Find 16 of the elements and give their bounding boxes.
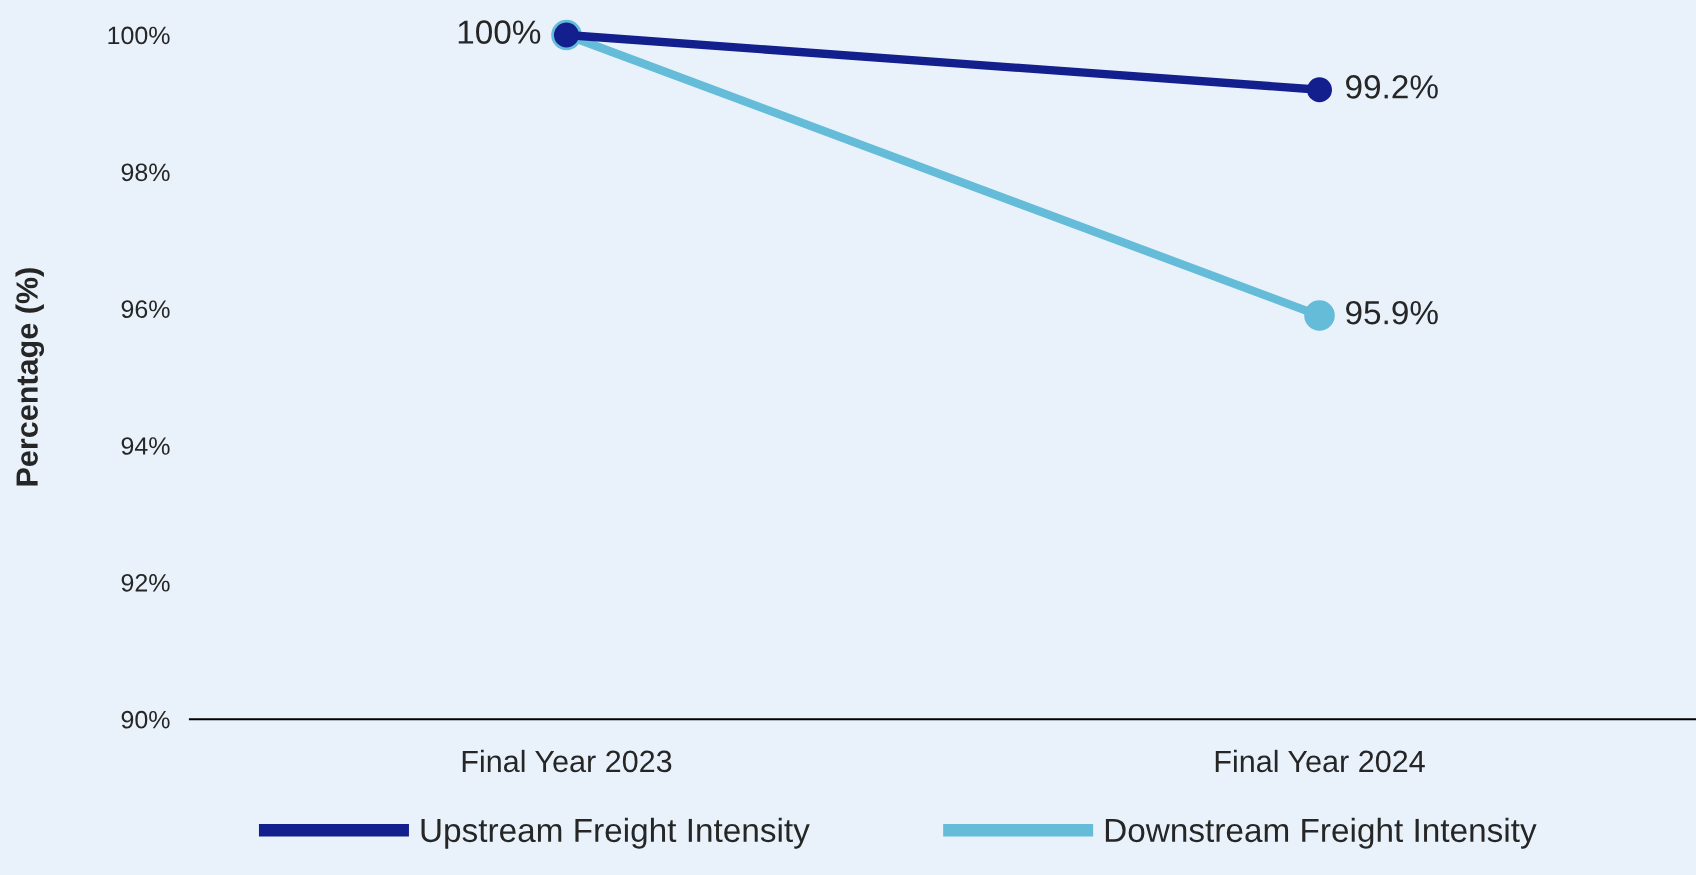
y-tick-label: 90%	[121, 710, 170, 729]
data-label: 99.2%	[1346, 75, 1438, 99]
y-axis-title: Percentage (%)	[15, 268, 45, 486]
legend-label: Downstream Freight Intensity	[1105, 817, 1537, 849]
point	[1306, 77, 1332, 103]
data-label: 100%	[458, 20, 541, 44]
legend-label: Upstream Freight Intensity	[421, 817, 810, 849]
x-tick-label: Final Year 2024	[1215, 749, 1425, 773]
point	[1304, 300, 1335, 331]
y-tick-label: 94%	[121, 437, 170, 455]
y-tick-label: 98%	[121, 163, 170, 182]
y-tick-label: 96%	[121, 300, 170, 318]
data-label: 95.9%	[1346, 300, 1438, 325]
y-tick-label: 92%	[121, 574, 170, 592]
x-tick-label: Final Year 2023	[462, 749, 672, 773]
y-tick-label: 100%	[108, 26, 170, 45]
